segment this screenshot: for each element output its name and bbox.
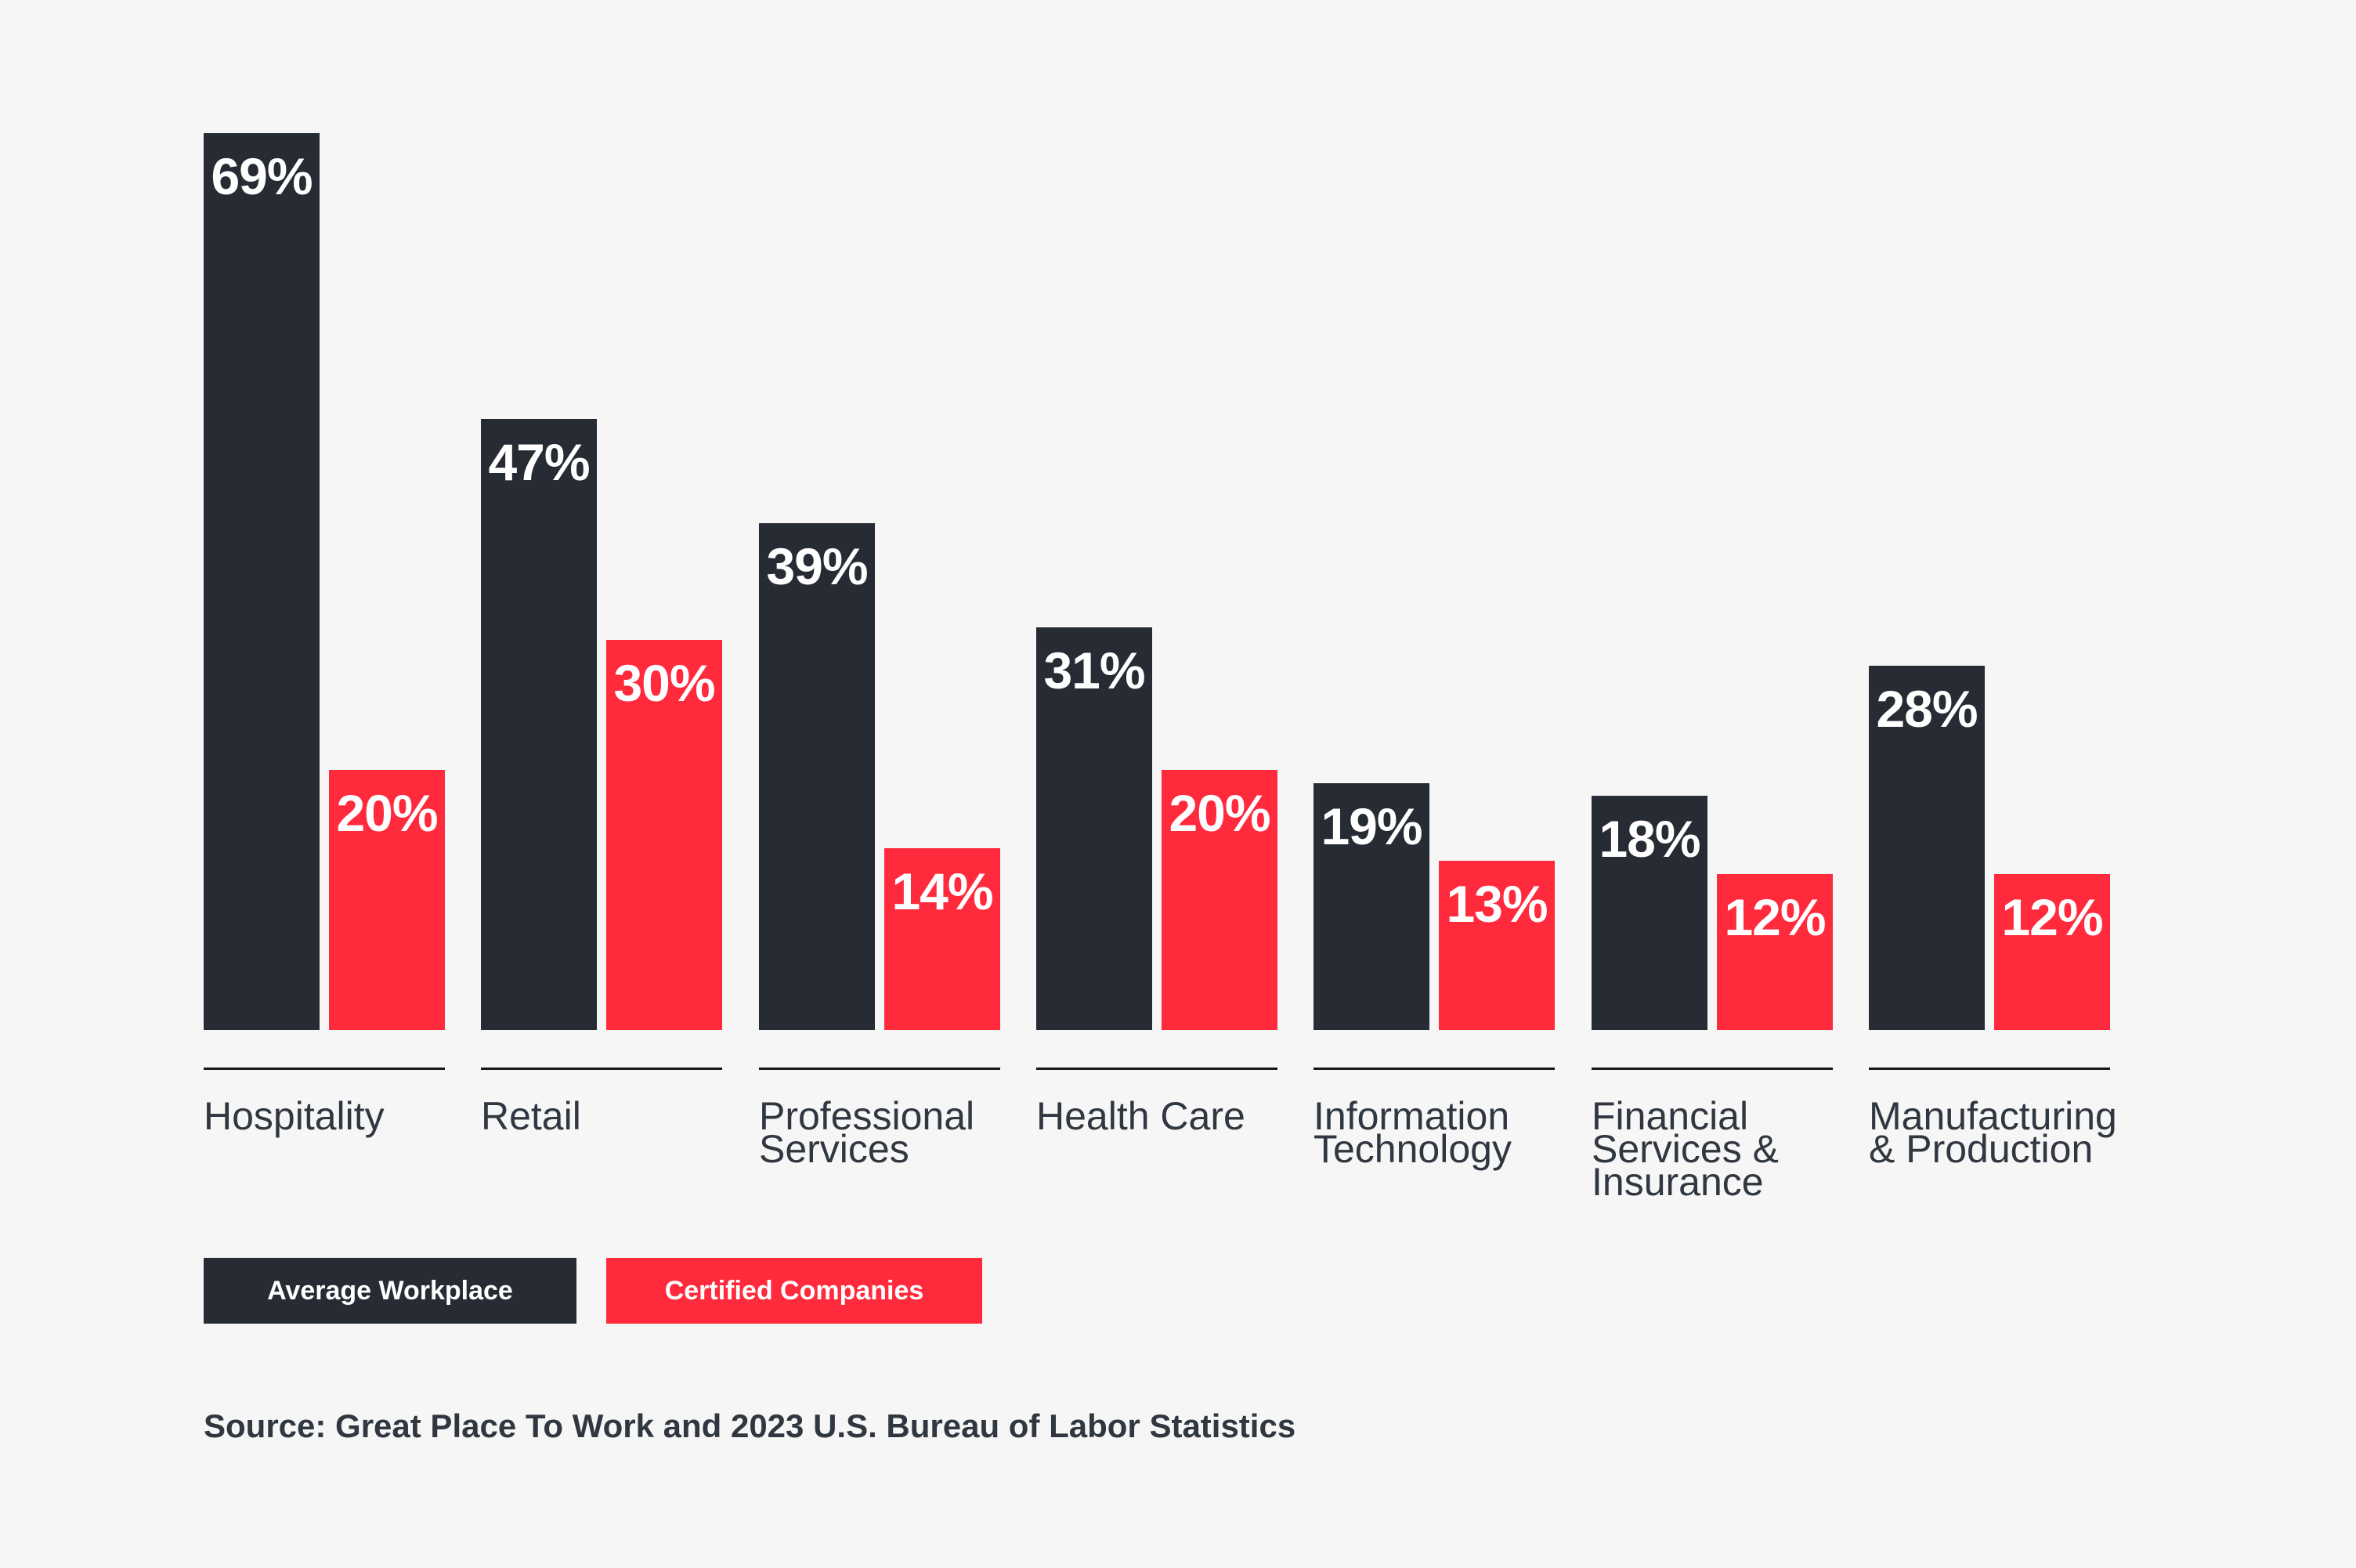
bar-value-label: 47% [488, 433, 590, 491]
bar-value-label: 14% [891, 862, 993, 920]
bar-value-label: 18% [1599, 810, 1700, 868]
bar-certified-companies-professional-services: 14% [884, 848, 1000, 1030]
bar-average-workplace-manufacturing-production: 28% [1869, 666, 1985, 1030]
category-underline [481, 1068, 722, 1070]
bar-certified-companies-manufacturing-production: 12% [1994, 874, 2110, 1030]
category-underline [1036, 1068, 1277, 1070]
bar-average-workplace-financial-services-insurance: 18% [1592, 796, 1707, 1030]
bar-certified-companies-hospitality: 20% [329, 770, 445, 1030]
bar-certified-companies-health-care: 20% [1162, 770, 1277, 1030]
bar-value-label: 19% [1321, 797, 1422, 855]
bar-value-label: 30% [613, 654, 715, 712]
bar-average-workplace-retail: 47% [481, 419, 597, 1030]
bar-value-label: 31% [1043, 641, 1145, 699]
category-underline [1314, 1068, 1555, 1070]
category-label-financial-services-insurance: Financial Services & Insurance [1592, 1094, 1779, 1204]
category-label-manufacturing-production: Manufacturing & Production [1869, 1094, 2117, 1171]
bar-value-label: 20% [336, 784, 438, 842]
bar-value-label: 13% [1446, 875, 1548, 933]
bar-certified-companies-retail: 30% [606, 640, 722, 1030]
bar-value-label: 69% [211, 147, 313, 205]
category-underline [1869, 1068, 2110, 1070]
legend-item-certified-companies: Certified Companies [606, 1258, 982, 1324]
category-underline [759, 1068, 1000, 1070]
bar-value-label: 28% [1876, 680, 1978, 738]
bar-certified-companies-information-technology: 13% [1439, 861, 1555, 1030]
bar-value-label: 12% [2001, 888, 2103, 946]
bar-certified-companies-financial-services-insurance: 12% [1717, 874, 1833, 1030]
category-underline [1592, 1068, 1833, 1070]
bar-average-workplace-information-technology: 19% [1314, 783, 1429, 1030]
bar-average-workplace-professional-services: 39% [759, 523, 875, 1030]
bar-value-label: 12% [1724, 888, 1826, 946]
bar-average-workplace-hospitality: 69% [204, 133, 320, 1030]
category-label-retail: Retail [481, 1094, 581, 1138]
category-label-hospitality: Hospitality [204, 1094, 385, 1138]
bar-value-label: 20% [1169, 784, 1270, 842]
category-underline [204, 1068, 445, 1070]
category-label-health-care: Health Care [1036, 1094, 1245, 1138]
category-label-information-technology: Information Technology [1314, 1094, 1512, 1171]
category-label-professional-services: Professional Services [759, 1094, 975, 1171]
source-text: Source: Great Place To Work and 2023 U.S… [204, 1407, 1296, 1444]
bar-value-label: 39% [766, 537, 868, 595]
bar-average-workplace-health-care: 31% [1036, 627, 1152, 1030]
legend-item-average-workplace: Average Workplace [204, 1258, 576, 1324]
